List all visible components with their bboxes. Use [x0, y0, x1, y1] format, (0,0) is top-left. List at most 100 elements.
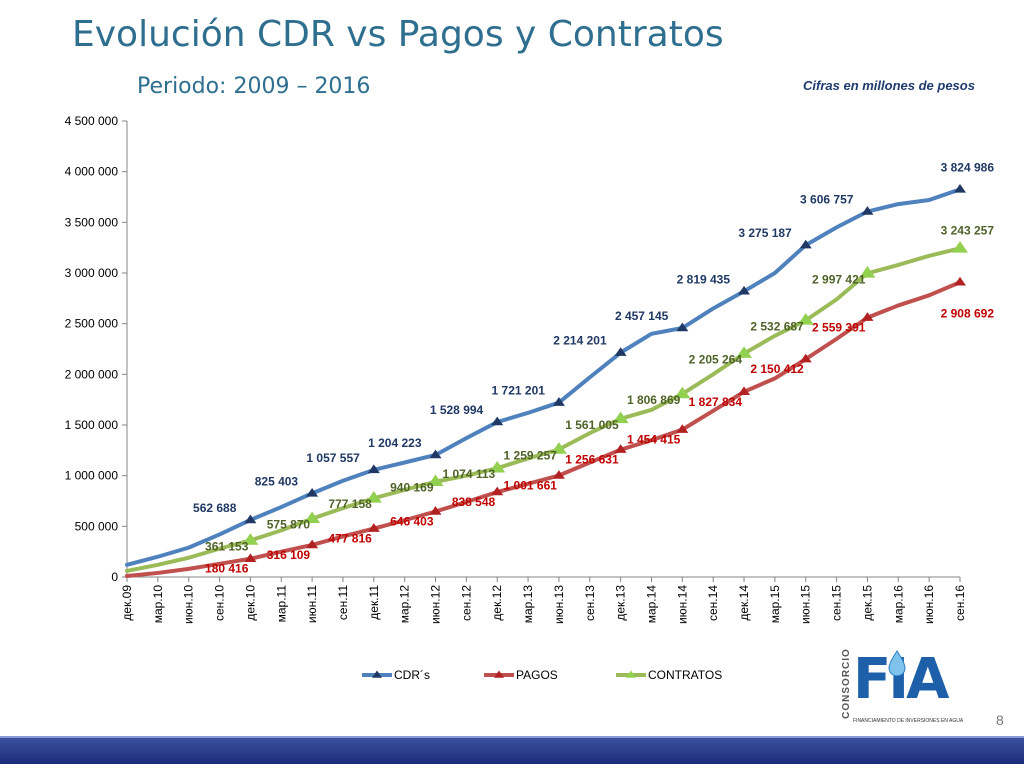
- data-point-marker: [304, 511, 321, 523]
- x-tick-label: июн.12: [429, 585, 443, 624]
- data-point-marker: [550, 442, 567, 454]
- legend-item: CONTRATOS: [616, 668, 722, 682]
- data-label: 1 528 994: [430, 403, 484, 417]
- legend-item: CDR´s: [362, 668, 430, 682]
- data-label: 1 256 631: [565, 453, 619, 467]
- data-point-marker: [306, 487, 319, 497]
- x-tick-label: дек.15: [860, 585, 874, 621]
- data-point-marker: [736, 346, 753, 358]
- data-label: 180 416: [205, 562, 249, 576]
- data-label: 1 057 557: [306, 451, 360, 465]
- x-tick-label: дек.12: [490, 585, 504, 621]
- data-label: 1 721 201: [492, 384, 546, 398]
- data-point-marker: [242, 533, 259, 545]
- y-tick-label: 2 500 000: [65, 317, 119, 331]
- x-tick-label: июн.10: [182, 585, 196, 624]
- data-label: 477 816: [328, 532, 372, 546]
- data-label: 1 001 661: [504, 478, 558, 492]
- y-tick-label: 1 000 000: [65, 469, 119, 483]
- data-point-marker: [954, 184, 966, 193]
- logo-consorcio-text: CONSORCIO: [840, 648, 852, 719]
- x-tick-label: июн.13: [552, 585, 566, 624]
- x-tick-label: дек.14: [737, 585, 751, 621]
- data-point-marker: [952, 241, 968, 253]
- slide-subtitle: Periodo: 2009 – 2016: [137, 74, 371, 99]
- data-point-marker: [244, 514, 257, 524]
- data-point-marker: [738, 386, 751, 396]
- footer-bar: [0, 736, 1024, 764]
- data-label: 3 243 257: [941, 223, 995, 237]
- x-tick-label: сен.12: [459, 585, 473, 621]
- data-point-marker: [367, 523, 380, 532]
- x-tick-label: мар.11: [274, 585, 288, 623]
- y-tick-label: 4 500 000: [65, 114, 119, 128]
- data-label: 361 153: [205, 539, 249, 553]
- x-tick-label: сен.15: [830, 585, 844, 621]
- y-tick-label: 2 000 000: [65, 367, 119, 381]
- legend-label: CDR´s: [394, 668, 430, 682]
- legend-item: PAGOS: [484, 668, 558, 682]
- data-label: 1 561 005: [565, 418, 619, 432]
- line-chart: 0 500 000 1 000 000 1 500 000 2 000 000 2 500…: [65, 114, 995, 682]
- data-point-marker: [861, 312, 874, 321]
- data-label: 1 827 834: [689, 395, 743, 409]
- data-label: 2 819 435: [677, 272, 731, 286]
- data-point-marker: [954, 276, 966, 286]
- y-tick-label: 3 500 000: [65, 215, 119, 229]
- data-label: 3 606 757: [800, 193, 854, 207]
- data-label: 2 214 201: [553, 334, 607, 348]
- data-label: 2 205 264: [689, 353, 743, 367]
- units-note: Cifras en millones de pesos: [803, 78, 975, 93]
- data-point-marker: [797, 313, 814, 325]
- data-label: 316 109: [267, 548, 311, 562]
- data-point-marker: [552, 470, 565, 479]
- x-tick-label: сен.14: [706, 585, 720, 621]
- x-tick-label: мар.15: [768, 585, 782, 624]
- water-drop-icon: [888, 650, 906, 676]
- x-tick-label: мар.13: [521, 585, 535, 624]
- x-tick-label: сен.11: [336, 585, 350, 620]
- legend-label: CONTRATOS: [648, 668, 722, 682]
- data-point-marker: [861, 206, 874, 215]
- x-tick-label: дек.09: [120, 585, 134, 621]
- fia-logo: CONSORCIO FIA FINANCIAMIENTO DE INVERSIO…: [825, 648, 975, 732]
- data-label: 1 259 257: [504, 448, 558, 462]
- data-label: 777 158: [328, 497, 372, 511]
- y-tick-label: 3 000 000: [65, 266, 119, 280]
- data-label: 646 403: [390, 514, 434, 528]
- data-label: 940 169: [390, 481, 434, 495]
- data-point-marker: [365, 491, 382, 503]
- x-tick-label: июн.11: [305, 585, 319, 623]
- x-tick-label: мар.14: [644, 585, 658, 624]
- y-tick-label: 500 000: [75, 519, 119, 533]
- data-label: 2 997 421: [812, 272, 866, 286]
- legend-marker: [494, 670, 504, 678]
- x-tick-label: сен.13: [583, 585, 597, 621]
- data-label: 1 454 415: [627, 433, 681, 447]
- x-tick-label: сен.10: [213, 585, 227, 621]
- data-label: 575 870: [267, 518, 311, 532]
- x-tick-label: мар.12: [398, 585, 412, 624]
- data-point-marker: [799, 353, 812, 363]
- data-label: 2 150 412: [750, 362, 804, 376]
- data-label: 562 688: [193, 501, 237, 515]
- data-label: 2 457 145: [615, 309, 669, 323]
- data-point-marker: [427, 474, 444, 487]
- data-label: 1 806 869: [627, 393, 681, 407]
- data-point-marker: [859, 266, 876, 278]
- x-tick-label: июн.15: [799, 585, 813, 624]
- data-point-marker: [491, 486, 504, 496]
- data-point-marker: [614, 347, 627, 356]
- x-tick-label: дек.13: [614, 585, 628, 621]
- x-tick-label: июн.14: [675, 585, 689, 624]
- data-label: 825 403: [255, 474, 299, 488]
- x-tick-label: мар.10: [151, 585, 165, 624]
- series-line-contratos: [125, 246, 962, 573]
- page-number: 8: [996, 712, 1004, 728]
- legend-marker: [626, 670, 636, 678]
- x-tick-label: сен.16: [953, 585, 967, 621]
- y-tick-label: 4 000 000: [65, 165, 119, 179]
- data-label: 2 532 687: [750, 319, 804, 333]
- data-label: 1 074 113: [442, 467, 495, 481]
- data-point-marker: [612, 411, 629, 424]
